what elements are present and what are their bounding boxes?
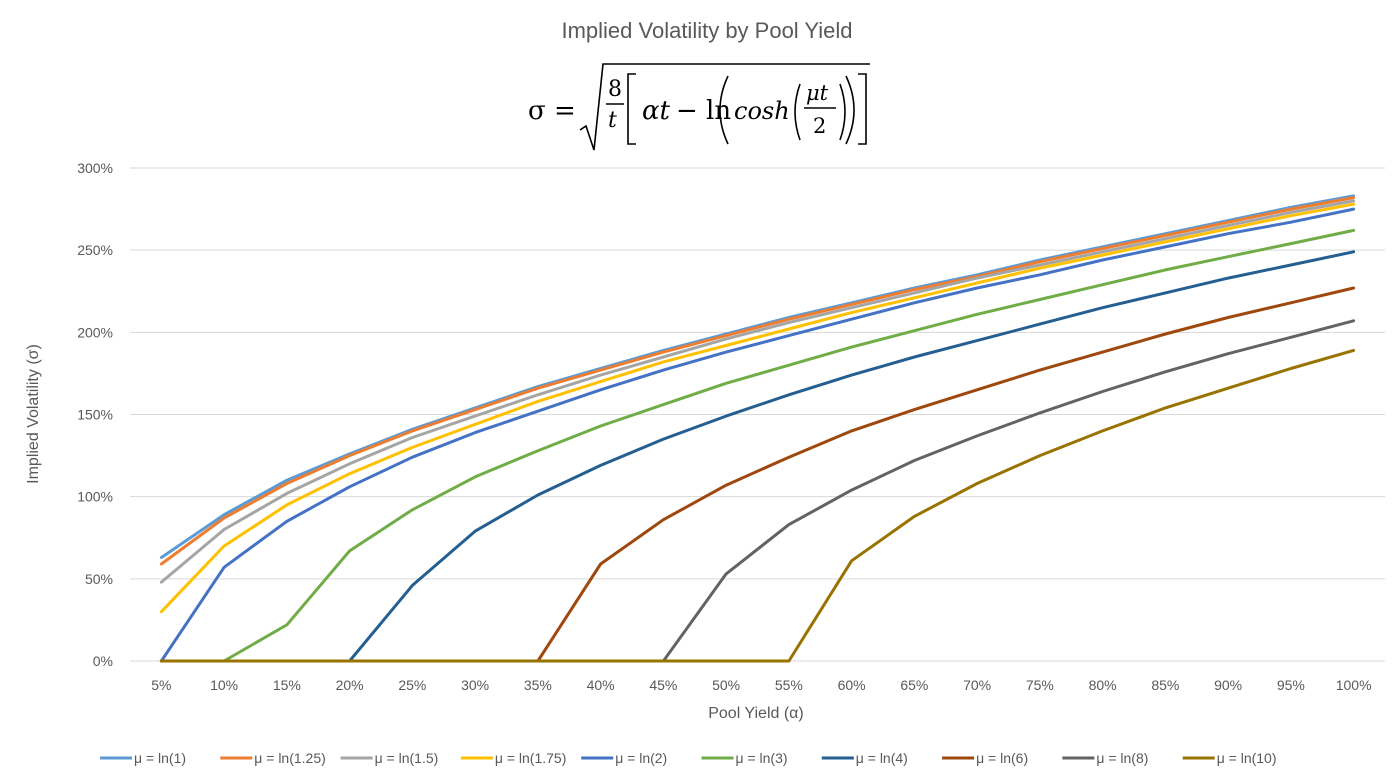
legend-label: μ = ln(1.25) bbox=[254, 750, 325, 766]
y-tick-label: 150% bbox=[77, 407, 113, 423]
x-tick-label: 45% bbox=[649, 677, 677, 693]
x-tick-label: 100% bbox=[1336, 677, 1372, 693]
x-tick-label: 40% bbox=[587, 677, 615, 693]
legend-label: μ = ln(1.5) bbox=[375, 750, 439, 766]
x-tick-label: 35% bbox=[524, 677, 552, 693]
legend-label: μ = ln(6) bbox=[976, 750, 1028, 766]
series-line-1 bbox=[159, 196, 1356, 566]
series-line-2 bbox=[159, 199, 1356, 584]
y-tick-label: 250% bbox=[77, 242, 113, 258]
chart-subtitle-formula: σ = 8 t αt − ln cosh μt 2 bbox=[528, 63, 870, 151]
x-tick-label: 20% bbox=[336, 677, 364, 693]
legend-label: μ = ln(3) bbox=[736, 750, 788, 766]
x-tick-label: 70% bbox=[963, 677, 991, 693]
series-line-3 bbox=[159, 202, 1356, 614]
x-tick-label: 5% bbox=[151, 677, 171, 693]
legend: μ = ln(1) μ = ln(1.25) μ = ln(1.5) μ = ln(1… bbox=[100, 750, 1277, 766]
legend-label: μ = ln(4) bbox=[856, 750, 908, 766]
x-tick-label: 60% bbox=[838, 677, 866, 693]
legend-label: μ = ln(10) bbox=[1217, 750, 1277, 766]
x-tick-label: 15% bbox=[273, 677, 301, 693]
y-tick-label: 0% bbox=[93, 653, 113, 669]
svg-text:σ =: σ = bbox=[528, 96, 576, 126]
y-axis-tick-labels: 0% 50% 100% 150% 200% 250% 300% bbox=[77, 160, 113, 669]
y-axis-title: Implied Volatility (σ) bbox=[25, 344, 42, 484]
y-tick-label: 200% bbox=[77, 324, 113, 340]
x-tick-label: 80% bbox=[1089, 677, 1117, 693]
x-tick-label: 65% bbox=[900, 677, 928, 693]
legend-label: μ = ln(2) bbox=[615, 750, 667, 766]
y-tick-label: 100% bbox=[77, 489, 113, 505]
x-tick-label: 85% bbox=[1151, 677, 1179, 693]
svg-text:αt: αt bbox=[642, 96, 671, 126]
x-tick-label: 95% bbox=[1277, 677, 1305, 693]
svg-text:− ln: − ln bbox=[676, 96, 731, 126]
y-tick-label: 50% bbox=[85, 571, 113, 587]
y-tick-label: 300% bbox=[77, 160, 113, 176]
svg-text:μt: μt bbox=[806, 81, 829, 105]
series-line-4 bbox=[159, 207, 1356, 663]
svg-text:2: 2 bbox=[813, 114, 826, 138]
series-line-5 bbox=[159, 228, 1356, 663]
series-line-6 bbox=[159, 250, 1356, 663]
svg-text:cosh: cosh bbox=[734, 97, 790, 125]
x-axis-tick-labels: 5% 10% 15% 20% 25% 30% 35% 40% 45% 50% 55% 60% 65% 70… bbox=[151, 677, 1371, 693]
x-axis-title: Pool Yield (α) bbox=[708, 705, 804, 722]
legend-label: μ = ln(1) bbox=[134, 750, 186, 766]
svg-text:8: 8 bbox=[608, 77, 622, 102]
x-tick-label: 10% bbox=[210, 677, 238, 693]
x-tick-label: 55% bbox=[775, 677, 803, 693]
series-line-9 bbox=[159, 348, 1356, 663]
x-tick-label: 30% bbox=[461, 677, 489, 693]
legend-label: μ = ln(1.75) bbox=[495, 750, 567, 766]
svg-text:t: t bbox=[608, 108, 617, 133]
x-tick-label: 50% bbox=[712, 677, 740, 693]
x-tick-label: 90% bbox=[1214, 677, 1242, 693]
series-line-0 bbox=[159, 194, 1356, 559]
x-tick-label: 25% bbox=[398, 677, 426, 693]
x-tick-label: 75% bbox=[1026, 677, 1054, 693]
chart-title: Implied Volatility by Pool Yield bbox=[561, 18, 852, 43]
series-lines bbox=[159, 194, 1356, 663]
legend-label: μ = ln(8) bbox=[1096, 750, 1148, 766]
